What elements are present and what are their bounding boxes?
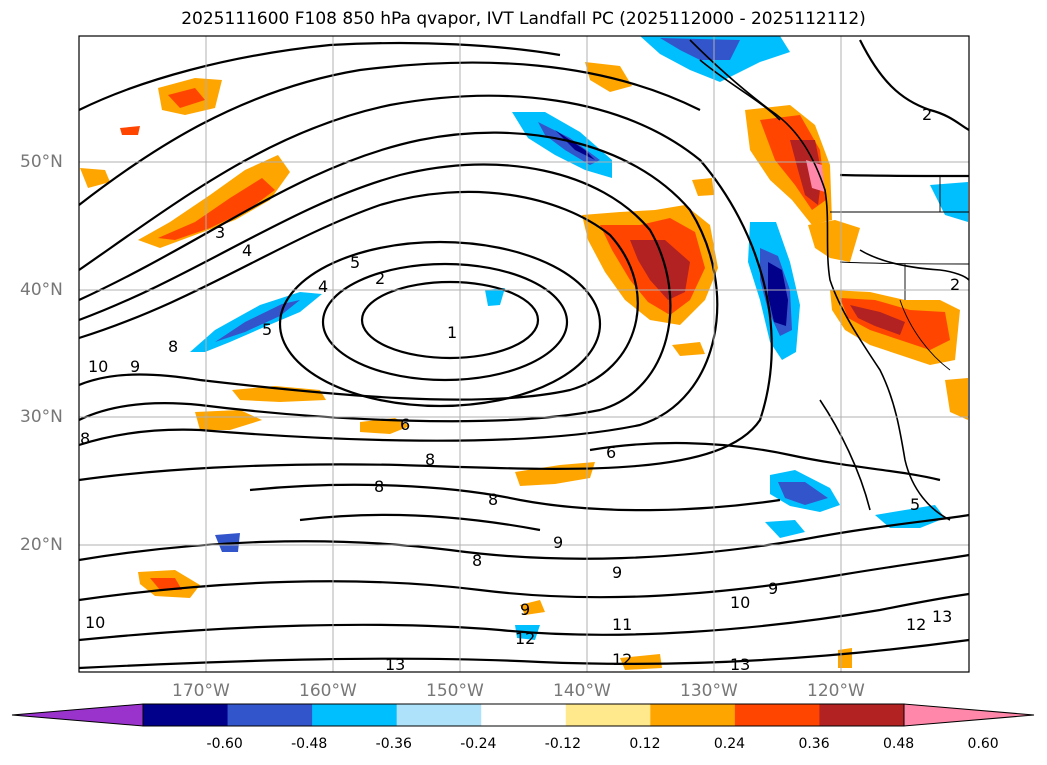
contour-label: 10	[88, 357, 108, 376]
colorbar-segment	[819, 704, 905, 726]
contour-label: 5	[262, 320, 272, 339]
colorbar-tick-label: -0.36	[375, 736, 412, 752]
colorbar-tick-label: 0.36	[798, 736, 830, 752]
colorbar-tick-label: 0.12	[629, 736, 661, 752]
colorbar-tick-label: -0.24	[460, 736, 497, 752]
contour-label: 6	[400, 415, 410, 434]
colorbar-tick-label: 0.24	[713, 736, 746, 752]
contour-label: 12	[906, 615, 926, 634]
colorbar-segment	[650, 704, 736, 726]
colorbar-tick-label: 0.60	[967, 736, 999, 752]
colorbar-tick-label: 0.48	[883, 736, 915, 752]
colorbar-tick-label: -0.60	[206, 736, 243, 752]
contour-label: 12	[612, 650, 632, 669]
contour-label: 2	[922, 105, 932, 124]
lat-label: 40°N	[20, 280, 63, 300]
contour-label: 2	[375, 269, 385, 288]
contour-label-layer: 2 3 4 4 5 2 1 5 10 9 8 6 6 8 8 8 9 8 9 9…	[80, 105, 960, 674]
contour-label: 9	[520, 600, 530, 619]
contour-label: 9	[612, 563, 622, 582]
contour-label: 13	[385, 655, 405, 674]
contour-label: 8	[374, 477, 384, 496]
contour-label: 5	[350, 253, 360, 272]
lon-label: 170°W	[172, 681, 230, 701]
map-border	[78, 35, 970, 673]
contour-label: 9	[768, 579, 778, 598]
contour-label: 4	[318, 277, 328, 296]
lon-label: 130°W	[680, 681, 738, 701]
colorbar-extension-right	[903, 703, 1035, 727]
state-borders	[830, 176, 970, 371]
colorbar-tick-label: -0.48	[291, 736, 328, 752]
contour-label: 10	[730, 593, 750, 612]
contour-label: 11	[612, 615, 632, 634]
colorbar-segment	[396, 704, 482, 726]
contour-label: 3	[215, 223, 225, 242]
lon-label: 120°W	[807, 681, 865, 701]
colorbar-segment	[312, 704, 398, 726]
lat-label: 50°N	[20, 152, 63, 172]
lat-label: 20°N	[20, 535, 63, 555]
contour-label: 9	[553, 533, 563, 552]
map-title: 2025111600 F108 850 hPa qvapor, IVT Land…	[181, 9, 866, 29]
contour-label: 12	[515, 629, 535, 648]
contour-label: 6	[606, 443, 616, 462]
lon-label: 160°W	[299, 681, 357, 701]
colorbar-segment	[734, 704, 820, 726]
colorbar-segment	[227, 704, 313, 726]
contour-label: 13	[730, 655, 750, 674]
colorbar-segment	[481, 704, 567, 726]
contour-label: 8	[80, 429, 90, 448]
contour-label: 4	[242, 241, 252, 260]
contour-label: 2	[950, 275, 960, 294]
contour-label: 8	[472, 551, 482, 570]
contour-lines	[78, 39, 970, 670]
contour-label: 8	[168, 337, 178, 356]
contour-label: 1	[447, 323, 457, 342]
colorbar-extension-left	[11, 703, 144, 727]
contour-label: 8	[425, 450, 435, 469]
colorbar	[11, 703, 1035, 727]
contour-label: 5	[910, 495, 920, 514]
coastlines	[689, 39, 970, 521]
contour-label: 10	[85, 613, 105, 632]
colorbar-segment	[143, 704, 229, 726]
contour-label: 9	[130, 357, 140, 376]
colorbar-segment	[565, 704, 651, 726]
colorbar-border	[142, 703, 905, 727]
gridlines	[79, 36, 969, 672]
anomaly-shading	[80, 36, 968, 670]
colorbar-tick-label: -0.12	[544, 736, 581, 752]
contour-label: 8	[488, 490, 498, 509]
lat-label: 30°N	[20, 407, 63, 427]
contour-label: 13	[932, 607, 952, 626]
lon-label: 150°W	[426, 681, 484, 701]
lon-label: 140°W	[553, 681, 611, 701]
